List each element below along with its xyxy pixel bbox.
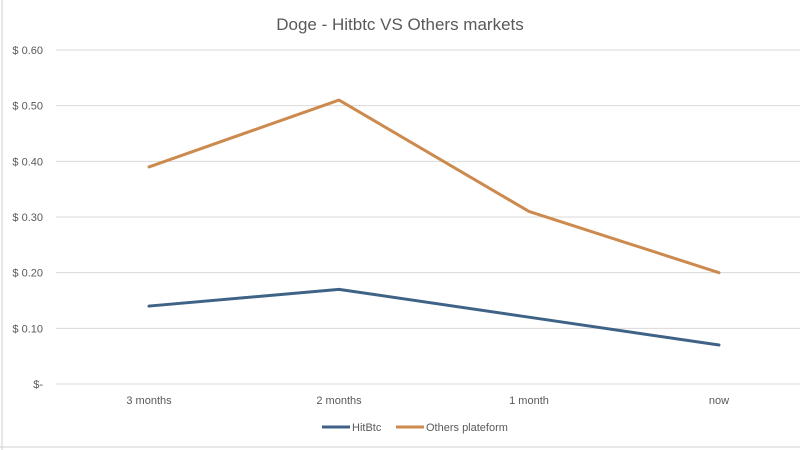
- x-tick-label: 2 months: [316, 395, 362, 407]
- legend-label: Others plateform: [426, 422, 508, 434]
- legend-label: HitBtc: [352, 422, 382, 434]
- y-tick-label: $ 0.60: [12, 45, 43, 57]
- legend: HitBtc Others plateform: [322, 422, 508, 434]
- series-line-others-plateform: [147, 98, 721, 275]
- x-tick-label: 1 month: [509, 395, 549, 407]
- y-tick-label: $ 0.10: [12, 323, 43, 335]
- y-tick-label: $ 0.20: [12, 268, 43, 280]
- x-tick-label: now: [709, 395, 729, 407]
- series-line-hitbtc: [147, 287, 721, 347]
- legend-item: HitBtc: [322, 422, 382, 434]
- y-axis-ticks: $- $ 0.10 $ 0.20 $ 0.30 $ 0.40 $ 0.50 $ 0.60: [12, 45, 43, 391]
- gridlines: [56, 49, 800, 385]
- legend-item: Others plateform: [396, 422, 508, 434]
- y-tick-label: $ 0.40: [12, 156, 43, 168]
- series-lines: [147, 98, 721, 347]
- y-tick-label: $-: [33, 379, 43, 391]
- y-tick-label: $ 0.50: [12, 101, 43, 113]
- x-tick-label: 3 months: [126, 395, 172, 407]
- x-axis-ticks: 3 months 2 months 1 month now: [126, 395, 729, 407]
- chart-title: Doge - Hitbtc VS Others markets: [276, 15, 524, 34]
- y-tick-label: $ 0.30: [12, 212, 43, 224]
